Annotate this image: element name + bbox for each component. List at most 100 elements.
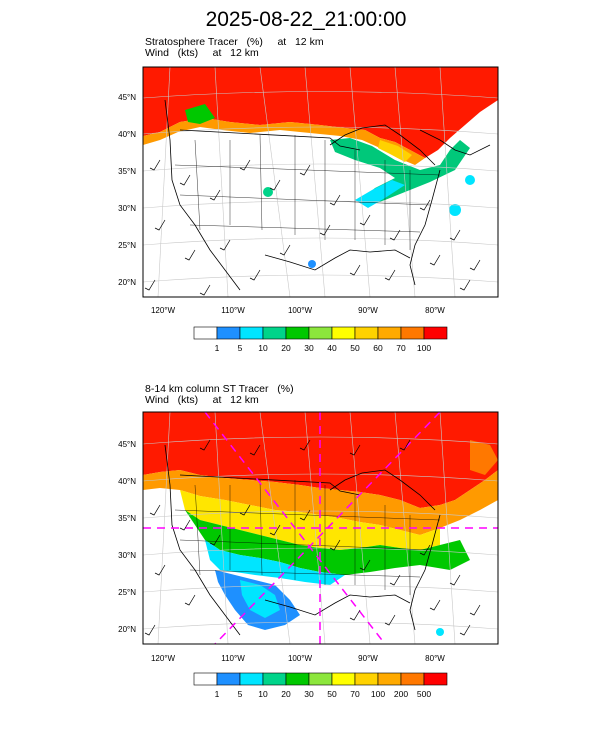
colorbar-swatch [262, 672, 287, 686]
panel1-title-line2: Wind (kts) at 12 km [145, 47, 259, 59]
panel2-lon-label: 80°W [425, 654, 445, 663]
panel2-title: 8-14 km column ST Tracer (%) Wind (kts) … [145, 384, 294, 406]
colorbar-swatch [216, 672, 241, 686]
colorbar-swatch [331, 326, 356, 340]
panel1-lon-label: 120°W [151, 306, 176, 315]
colorbar-swatch [262, 326, 287, 340]
colorbar-swatch [239, 326, 264, 340]
colorbar-tick-label: 30 [304, 343, 314, 353]
colorbar-tick-label: 10 [258, 689, 268, 699]
panel2-tracer-orange-east [470, 440, 498, 475]
panel2-lat-label: 25°N [118, 588, 136, 597]
panel1-tracer-green-nw [185, 104, 215, 124]
panel1-frame [142, 66, 499, 298]
panel1-coastlines [164, 99, 491, 291]
colorbar-tick-label: 10 [258, 343, 268, 353]
panel1-tracer-orange [143, 118, 425, 165]
panel2-tracer-yellow [180, 490, 440, 550]
panel1-map [142, 66, 499, 298]
main-title: 2025-08-22_21:00:00 [205, 8, 407, 31]
colorbar-tick-label: 70 [350, 689, 360, 699]
panel1-tracer-blob1 [263, 187, 273, 197]
panel1-lat-label: 45°N [118, 93, 136, 102]
panel1-graticule [143, 67, 498, 297]
panel1-lat-labels: 45°N 40°N 35°N 30°N 25°N 20°N [118, 93, 136, 287]
colorbar-tick-label: 30 [304, 689, 314, 699]
colorbar-swatch [377, 326, 402, 340]
colorbar-swatch [400, 672, 425, 686]
panel1-tracer-blob3 [449, 204, 461, 216]
panel1-state-borders [174, 134, 441, 250]
panel1-lat-label: 20°N [118, 278, 136, 287]
colorbar-swatch [354, 326, 379, 340]
panel2-lon-label: 120°W [151, 654, 176, 663]
panel1-tracer-blob2 [308, 260, 316, 268]
panel2-title-line1: 8-14 km column ST Tracer (%) [145, 383, 294, 395]
colorbar-swatch [308, 326, 333, 340]
colorbar-tick-label: 70 [396, 343, 406, 353]
colorbar-swatch [285, 326, 310, 340]
panel1-lon-label: 110°W [221, 306, 245, 315]
colorbar-tick-label: 100 [417, 343, 431, 353]
panel1-tracer-high [143, 67, 498, 158]
colorbar-swatch [285, 672, 310, 686]
panel2-title-line2: Wind (kts) at 12 km [145, 394, 259, 406]
panel1-tracer-yellow-core [378, 140, 412, 162]
panel1-wind-barbs [144, 159, 481, 296]
colorbar-swatch [193, 326, 218, 340]
colorbar-tick-label: 50 [327, 689, 337, 699]
panel1-lon-label: 80°W [425, 306, 445, 315]
panel2-lon-label: 110°W [221, 654, 245, 663]
colorbar-tick-label: 20 [281, 689, 291, 699]
panel1-lat-label: 25°N [118, 241, 136, 250]
panel2-tracer-green [185, 510, 470, 575]
colorbar-swatch [308, 672, 333, 686]
panel1-lon-labels: 120°W 110°W 100°W 90°W 80°W [151, 306, 445, 315]
panel2-cross-sections [143, 412, 498, 644]
panel2-lon-labels: 120°W 110°W 100°W 90°W 80°W [151, 654, 445, 663]
panel1-lat-label: 40°N [118, 130, 136, 139]
panel1-lat-label: 35°N [118, 167, 136, 176]
colorbar-swatch [193, 672, 218, 686]
colorbar-tick-label: 1 [215, 689, 220, 699]
panel1-colorbar: 1 5 10 20 30 40 50 60 70 100 [193, 326, 448, 353]
colorbar-tick-label: 1 [215, 343, 220, 353]
panel2-lat-label: 30°N [118, 551, 136, 560]
panel1-title: Stratosphere Tracer (%) at 12 km Wind (k… [145, 37, 324, 59]
colorbar-tick-label: 5 [238, 689, 243, 699]
panel2-coastlines [164, 444, 441, 636]
panel1-lon-label: 90°W [358, 306, 378, 315]
panel1-tracer-green-band [330, 138, 470, 205]
colorbar-swatch [354, 672, 379, 686]
panel2-lon-label: 90°W [358, 654, 378, 663]
panel1-tracer-blob4 [465, 175, 475, 185]
colorbar-tick-label: 100 [371, 689, 385, 699]
panel2-tracer-blob [436, 628, 444, 636]
panel2-lat-label: 35°N [118, 514, 136, 523]
colorbar-tick-label: 200 [394, 689, 408, 699]
colorbar-swatch [423, 672, 448, 686]
panel1-lon-label: 100°W [288, 306, 313, 315]
panel1-tracer-cyan-band [355, 180, 405, 208]
panel2-colorbar: 1 5 10 20 30 50 70 100 200 500 [193, 672, 448, 699]
colorbar-tick-label: 50 [350, 343, 360, 353]
panel1-lat-label: 30°N [118, 204, 136, 213]
colorbar-swatch [239, 672, 264, 686]
colorbar-swatch [331, 672, 356, 686]
colorbar-swatch [423, 326, 448, 340]
panel2-lat-label: 20°N [118, 625, 136, 634]
colorbar-tick-label: 40 [327, 343, 337, 353]
colorbar-tick-label: 500 [417, 689, 431, 699]
panel2-frame [142, 411, 499, 645]
colorbar-tick-label: 20 [281, 343, 291, 353]
colorbar-swatch [377, 672, 402, 686]
panel2-map [142, 411, 499, 645]
panel2-wind-barbs [144, 439, 481, 636]
colorbar-swatch [400, 326, 425, 340]
panel2-lat-labels: 45°N 40°N 35°N 30°N 25°N 20°N [118, 440, 136, 634]
panel1-title-line1: Stratosphere Tracer (%) at 12 km [145, 36, 324, 48]
panel2-lon-label: 100°W [288, 654, 313, 663]
panel2-lat-label: 45°N [118, 440, 136, 449]
colorbar-tick-label: 5 [238, 343, 243, 353]
